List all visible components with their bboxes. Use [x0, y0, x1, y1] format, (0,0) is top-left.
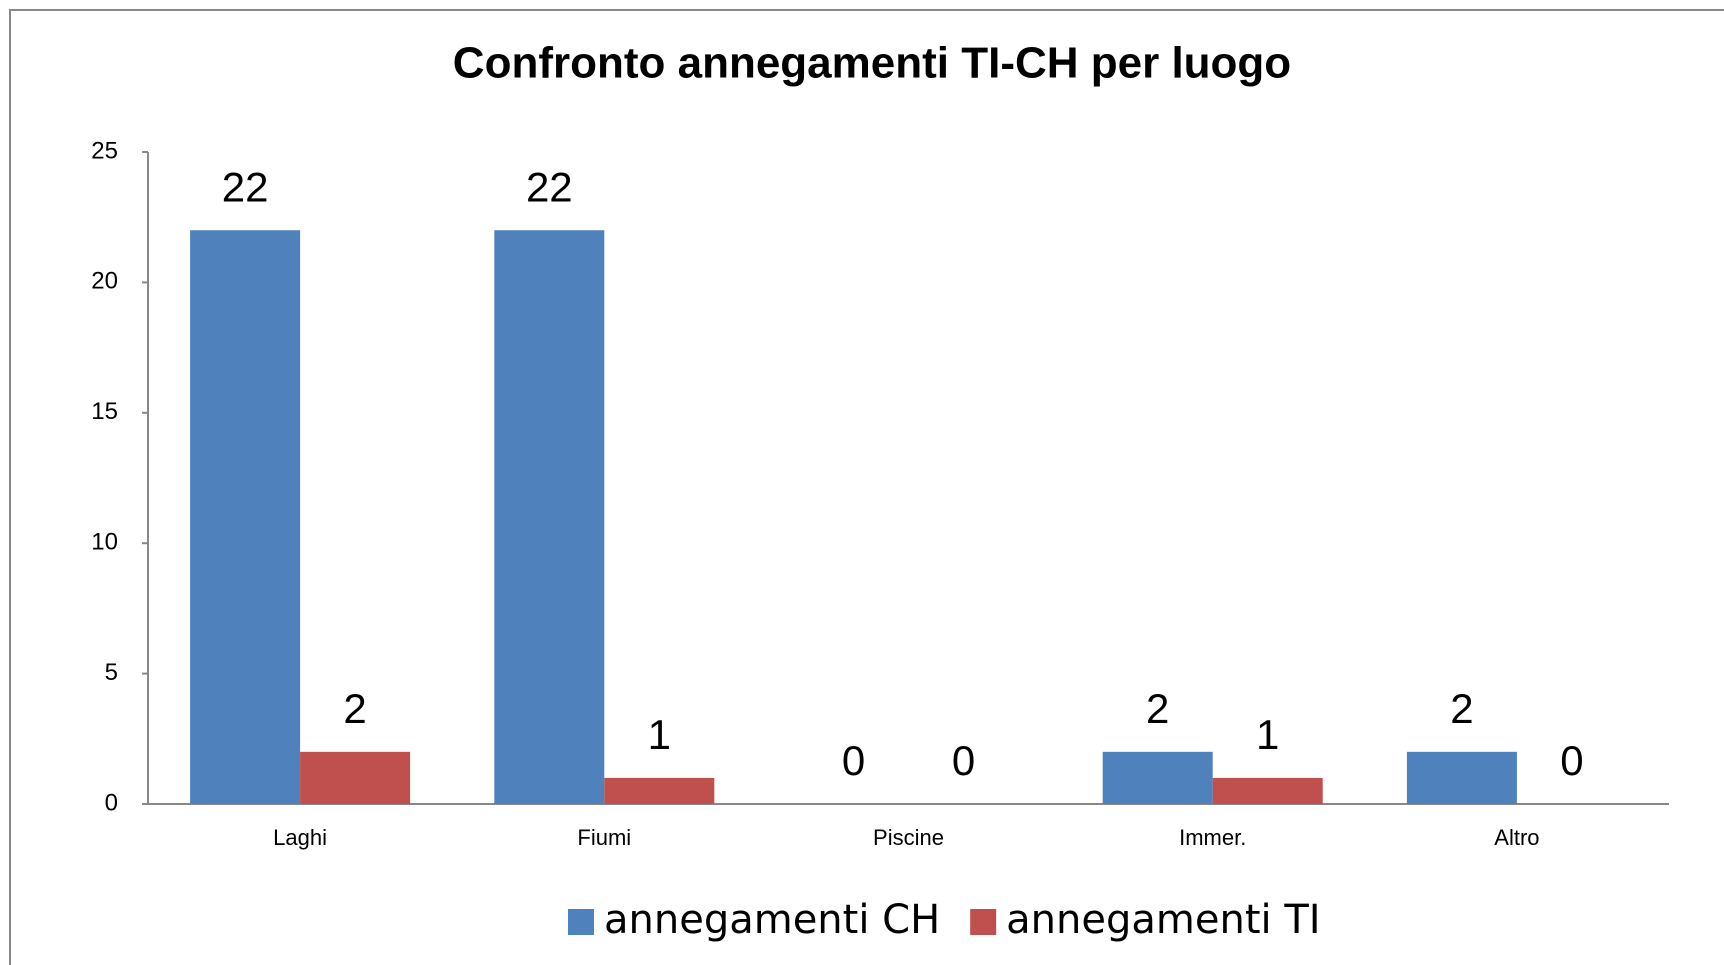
data-label: 0 [1560, 737, 1583, 784]
bar [1102, 751, 1213, 804]
y-tick-label: 10 [91, 529, 118, 556]
bar [1212, 777, 1323, 804]
bar [1406, 751, 1517, 804]
data-label: 1 [1256, 711, 1279, 758]
bar [300, 751, 411, 804]
data-label: 0 [842, 737, 865, 784]
data-label: 22 [222, 163, 269, 210]
x-tick-label: Fiumi [577, 825, 631, 850]
y-tick-label: 25 [91, 137, 118, 164]
legend-label: annegamenti CH [604, 897, 940, 943]
data-label: 2 [1146, 685, 1169, 732]
x-tick-label: Altro [1494, 825, 1539, 850]
x-tick-label: Piscine [873, 825, 944, 850]
chart-border [9, 9, 1724, 965]
x-tick-label: Laghi [273, 825, 327, 850]
y-tick-label: 0 [105, 789, 118, 816]
legend-swatch [568, 909, 594, 935]
y-tick-label: 15 [91, 398, 118, 425]
data-label: 0 [952, 737, 975, 784]
bar [494, 230, 605, 805]
x-tick-label: Immer. [1179, 825, 1246, 850]
chart-title: Confronto annegamenti TI-CH per luogo [453, 39, 1291, 88]
legend-label: annegamenti TI [1006, 897, 1320, 943]
data-label: 2 [343, 685, 366, 732]
data-label: 22 [526, 163, 573, 210]
data-label: 2 [1450, 685, 1473, 732]
y-tick-label: 5 [105, 659, 118, 686]
bar [604, 777, 715, 804]
y-tick-label: 20 [91, 268, 118, 295]
legend-swatch [970, 909, 997, 935]
data-label: 1 [648, 711, 671, 758]
bar [190, 230, 301, 805]
